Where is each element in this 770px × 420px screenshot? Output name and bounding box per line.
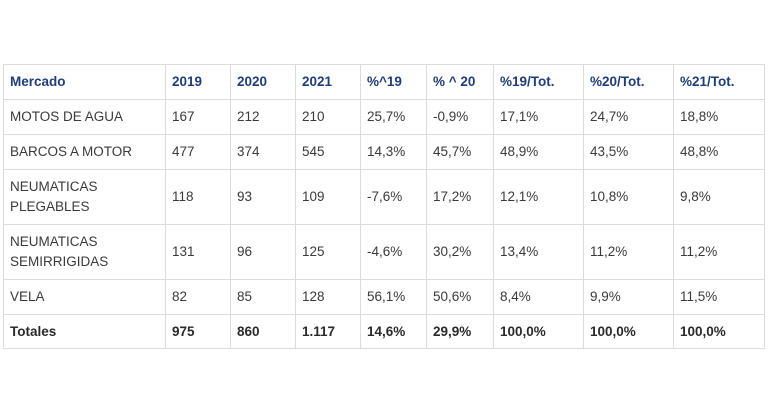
cell-share-19: 13,4% [493,224,584,280]
cell-var-19: -4,6% [360,224,427,280]
table-row: MOTOS DE AGUA 167 212 210 25,7% -0,9% 17… [3,99,765,135]
cell-share-20: 43,5% [583,134,674,170]
cell-var-19: 25,7% [360,99,427,135]
cell-2019: 477 [165,134,231,170]
cell-2020: 374 [230,134,296,170]
cell-2021: 210 [295,99,361,135]
cell-var-19: -7,6% [360,169,427,225]
cell-2019: 118 [165,169,231,225]
header-share-21: %21/Tot. [673,64,765,100]
cell-var-20: 30,2% [426,224,494,280]
cell-share-19: 12,1% [493,169,584,225]
cell-var-19: 56,1% [360,279,427,315]
table-row: NEUMATICAS SEMIRRIGIDAS 131 96 125 -4,6%… [3,224,765,280]
cell-totales-label: Totales [3,314,166,349]
cell-share-19: 48,9% [493,134,584,170]
cell-total-share-19: 100,0% [493,314,584,349]
cell-share-20: 9,9% [583,279,674,315]
header-var-20: % ^ 20 [426,64,494,100]
cell-share-19: 8,4% [493,279,584,315]
cell-2020: 85 [230,279,296,315]
cell-total-var-19: 14,6% [360,314,427,349]
cell-2019: 167 [165,99,231,135]
header-2021: 2021 [295,64,361,100]
cell-mercado: MOTOS DE AGUA [3,99,166,135]
header-var-19: %^19 [360,64,427,100]
cell-share-21: 48,8% [673,134,765,170]
cell-2019: 131 [165,224,231,280]
totals-row: Totales 975 860 1.117 14,6% 29,9% 100,0%… [3,314,765,349]
cell-var-20: 45,7% [426,134,494,170]
cell-2019: 82 [165,279,231,315]
cell-total-2020: 860 [230,314,296,349]
cell-var-20: 50,6% [426,279,494,315]
cell-share-19: 17,1% [493,99,584,135]
cell-share-20: 11,2% [583,224,674,280]
cell-total-share-20: 100,0% [583,314,674,349]
cell-2021: 545 [295,134,361,170]
header-2019: 2019 [165,64,231,100]
cell-2021: 128 [295,279,361,315]
cell-total-2019: 975 [165,314,231,349]
cell-total-share-21: 100,0% [673,314,765,349]
cell-share-20: 10,8% [583,169,674,225]
header-2020: 2020 [230,64,296,100]
table-row: BARCOS A MOTOR 477 374 545 14,3% 45,7% 4… [3,134,765,170]
cell-share-20: 24,7% [583,99,674,135]
cell-var-20: 17,2% [426,169,494,225]
cell-total-var-20: 29,9% [426,314,494,349]
header-row: Mercado 2019 2020 2021 %^19 % ^ 20 %19/T… [3,64,765,100]
cell-share-21: 18,8% [673,99,765,135]
cell-share-21: 11,2% [673,224,765,280]
cell-share-21: 9,8% [673,169,765,225]
cell-total-2021: 1.117 [295,314,361,349]
market-table: Mercado 2019 2020 2021 %^19 % ^ 20 %19/T… [3,64,765,349]
cell-mercado: BARCOS A MOTOR [3,134,166,170]
cell-2020: 93 [230,169,296,225]
cell-mercado: NEUMATICAS SEMIRRIGIDAS [3,224,166,280]
cell-2020: 96 [230,224,296,280]
table-row: VELA 82 85 128 56,1% 50,6% 8,4% 9,9% 11,… [3,279,765,315]
table-row: NEUMATICAS PLEGABLES 118 93 109 -7,6% 17… [3,169,765,225]
cell-share-21: 11,5% [673,279,765,315]
cell-2021: 125 [295,224,361,280]
cell-2020: 212 [230,99,296,135]
cell-mercado: VELA [3,279,166,315]
cell-mercado: NEUMATICAS PLEGABLES [3,169,166,225]
cell-2021: 109 [295,169,361,225]
header-mercado: Mercado [3,64,166,100]
header-share-20: %20/Tot. [583,64,674,100]
header-share-19: %19/Tot. [493,64,584,100]
cell-var-20: -0,9% [426,99,494,135]
cell-var-19: 14,3% [360,134,427,170]
